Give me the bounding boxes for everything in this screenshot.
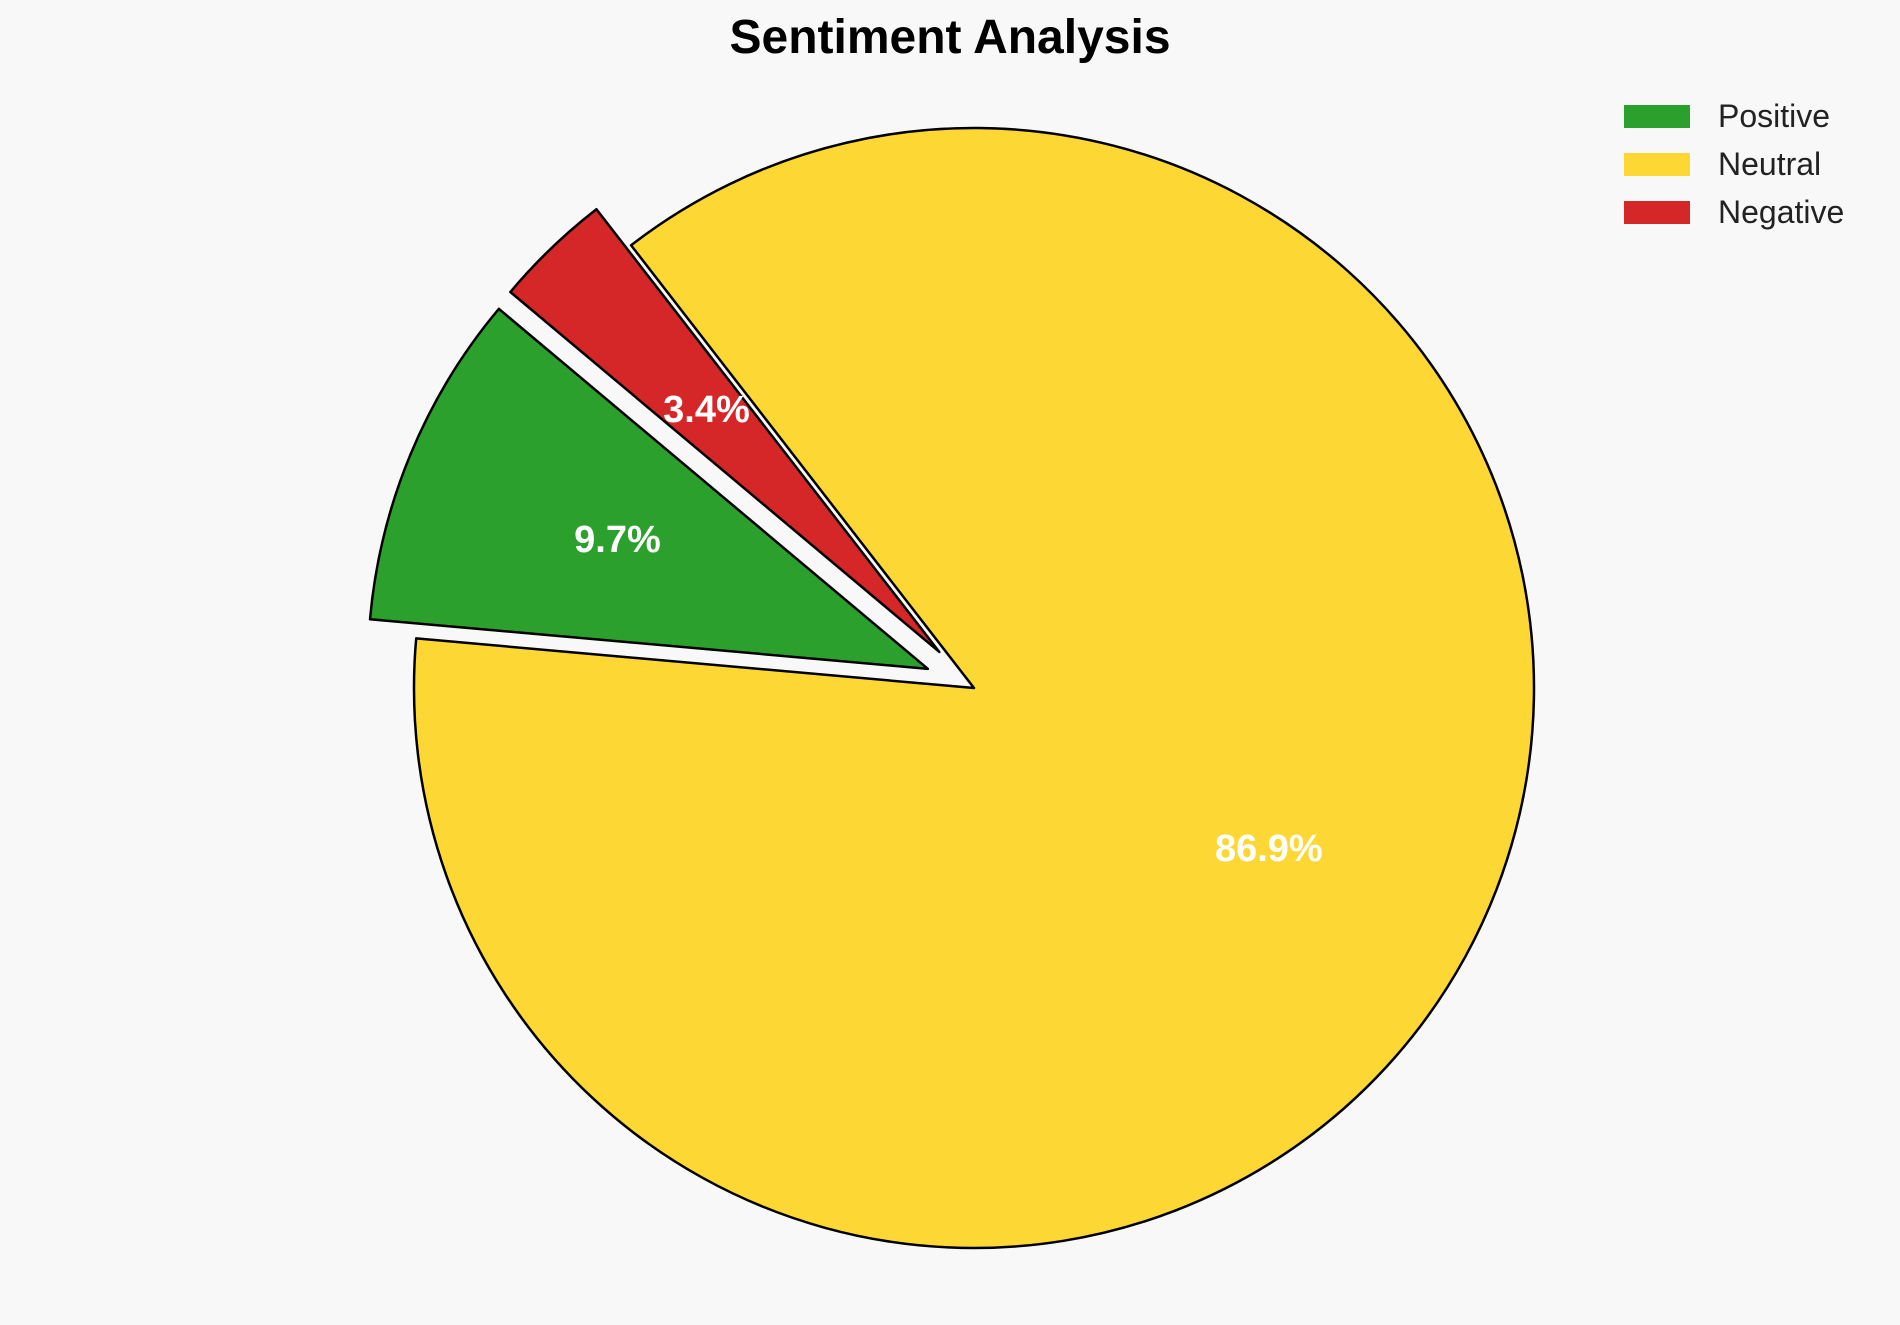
legend-item-neutral: Neutral xyxy=(1624,140,1844,188)
legend-swatch-neutral xyxy=(1624,152,1690,176)
legend-item-positive: Positive xyxy=(1624,92,1844,140)
slice-label-positive: 9.7% xyxy=(574,519,661,561)
pie-slice-negative xyxy=(509,207,941,654)
pie-slice-neutral xyxy=(412,126,1536,1250)
legend: Positive Neutral Negative xyxy=(1624,92,1844,236)
pie-slice-positive xyxy=(368,307,930,671)
legend-swatch-negative xyxy=(1624,200,1690,224)
legend-swatch-positive xyxy=(1624,104,1690,128)
chart-title: Sentiment Analysis xyxy=(729,11,1171,64)
slice-label-neutral: 86.9% xyxy=(1215,828,1323,870)
legend-label-positive: Positive xyxy=(1718,97,1831,134)
legend-label-neutral: Neutral xyxy=(1718,145,1822,182)
slice-label-negative: 3.4% xyxy=(663,389,750,431)
legend-label-negative: Negative xyxy=(1718,193,1845,230)
legend-item-negative: Negative xyxy=(1624,188,1844,236)
